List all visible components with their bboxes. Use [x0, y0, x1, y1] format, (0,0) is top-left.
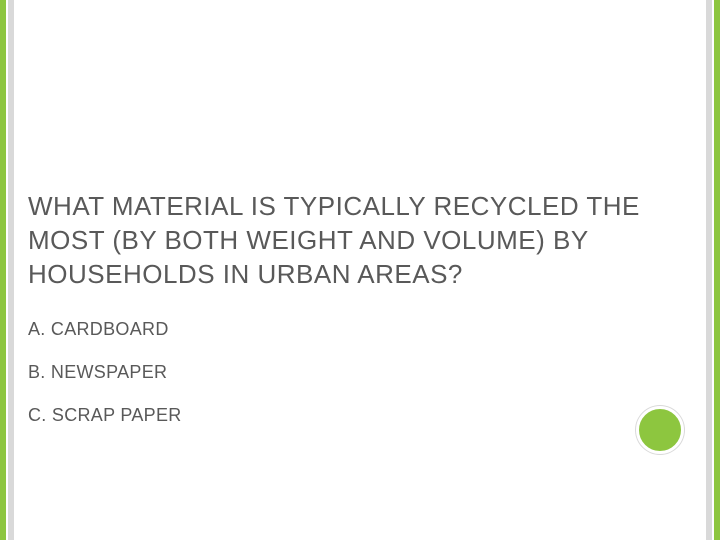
left-rail	[0, 0, 14, 540]
accent-circle-icon	[636, 406, 684, 454]
rail-bar-inner-right	[706, 0, 712, 540]
question-heading: WHAT MATERIAL IS TYPICALLY RECYCLED THE …	[28, 190, 692, 291]
option-b: B. NEWSPAPER	[28, 362, 692, 383]
rail-bar-inner-left	[8, 0, 14, 540]
right-rail	[706, 0, 720, 540]
rail-bar-outer-left	[0, 0, 6, 540]
option-c: C. SCRAP PAPER	[28, 405, 692, 426]
option-a: A. CARDBOARD	[28, 319, 692, 340]
slide-content: WHAT MATERIAL IS TYPICALLY RECYCLED THE …	[28, 190, 692, 448]
rail-bar-outer-right	[714, 0, 720, 540]
